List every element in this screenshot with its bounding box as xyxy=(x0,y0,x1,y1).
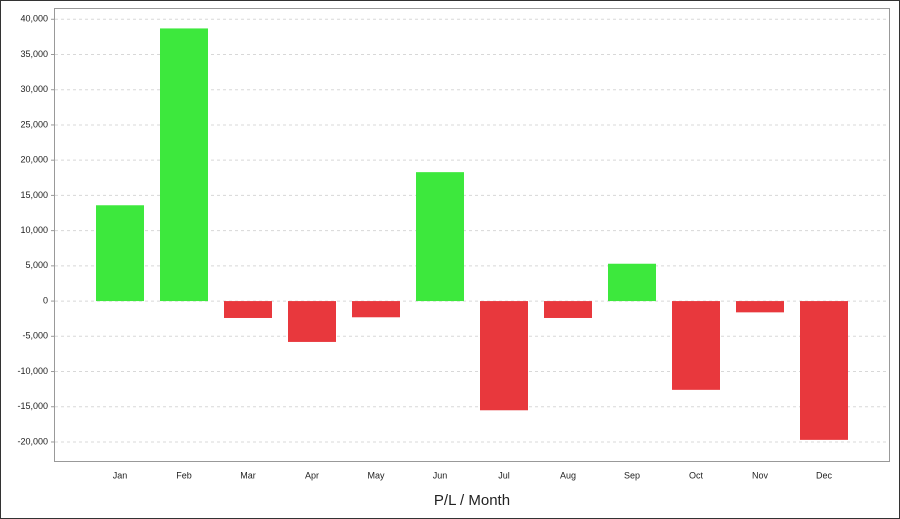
x-tick-label: Mar xyxy=(240,470,256,480)
y-tick-label: -10,000 xyxy=(17,366,48,376)
x-tick-label: Jun xyxy=(433,470,448,480)
x-tick-label: Jan xyxy=(113,470,128,480)
y-tick-label: -15,000 xyxy=(17,401,48,411)
bar xyxy=(800,301,848,440)
y-tick-label: -5,000 xyxy=(22,331,48,341)
bar xyxy=(544,301,592,318)
y-tick-label: 10,000 xyxy=(20,225,48,235)
bar xyxy=(416,172,464,302)
bar xyxy=(288,301,336,342)
bar xyxy=(160,28,208,302)
y-tick-label: 35,000 xyxy=(20,49,48,59)
x-tick-label: Dec xyxy=(816,470,833,480)
bar xyxy=(96,205,144,302)
y-tick-label: 20,000 xyxy=(20,155,48,165)
bar xyxy=(352,301,400,318)
bar xyxy=(480,301,528,411)
x-tick-label: Nov xyxy=(752,470,769,480)
x-tick-label: Oct xyxy=(689,470,704,480)
x-axis-label: P/L / Month xyxy=(434,492,510,509)
bar xyxy=(608,263,656,302)
bar xyxy=(736,301,784,313)
bar xyxy=(224,301,272,318)
y-tick-label: 25,000 xyxy=(20,119,48,129)
x-tick-label: Aug xyxy=(560,470,576,480)
y-tick-label: -20,000 xyxy=(17,436,48,446)
y-tick-label: 30,000 xyxy=(20,84,48,94)
y-tick-label: 40,000 xyxy=(20,14,48,24)
x-tick-label: Sep xyxy=(624,470,640,480)
x-tick-label: Apr xyxy=(305,470,319,480)
x-tick-label: Jul xyxy=(498,470,510,480)
bar xyxy=(672,301,720,390)
y-tick-label: 15,000 xyxy=(20,190,48,200)
y-tick-label: 5,000 xyxy=(25,260,48,270)
y-tick-label: 0 xyxy=(43,295,48,305)
x-tick-label: May xyxy=(367,470,385,480)
x-tick-label: Feb xyxy=(176,470,192,480)
